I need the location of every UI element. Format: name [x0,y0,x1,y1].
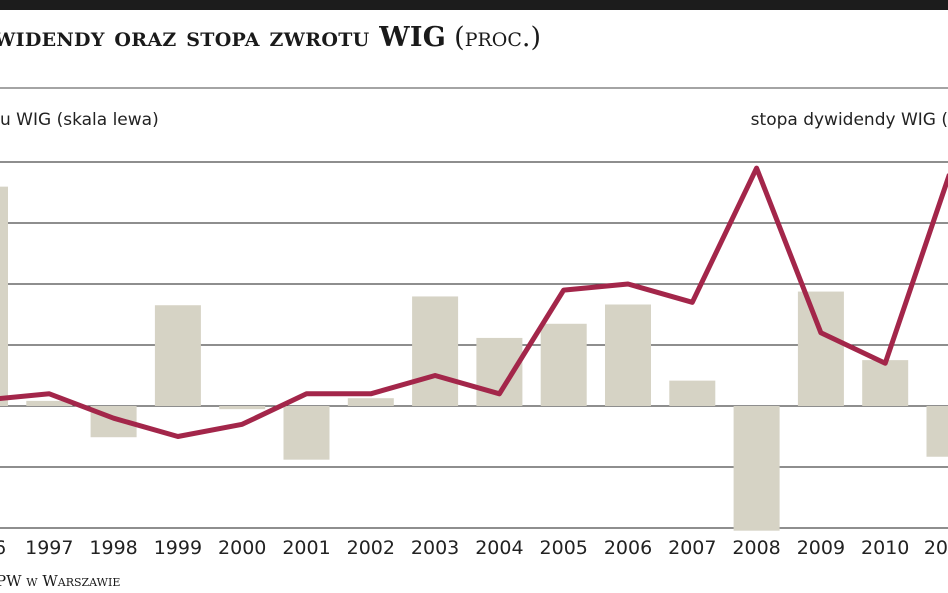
x-tick-label: 2004 [475,537,523,559]
chart-title-text: widendy oraz stopa zwrotu WIG [0,22,447,53]
x-tick-label: 20 [924,537,948,559]
line-series [0,165,948,439]
series-labels: u WIG (skala lewa) stopa dywidendy WIG ( [0,110,948,130]
bar-2009 [797,291,844,406]
x-tick-label: 2001 [282,537,330,559]
x-tick-label: 2002 [347,537,395,559]
x-tick-label: 2000 [218,537,266,559]
bar-2006 [605,304,651,406]
bar-2003 [412,296,459,406]
chart-title-unit: (proc.) [454,22,542,53]
x-tick-label: 1997 [25,537,73,559]
bar-2002 [347,398,394,406]
x-tick-label: 2009 [797,537,845,559]
series-label-left: u WIG (skala lewa) [0,110,159,130]
x-tick-label: 2010 [861,537,909,559]
x-tick-label: 2003 [411,537,459,559]
bar-1999 [154,305,201,406]
bar-1996 [0,186,8,406]
x-tick-label: 1998 [89,537,137,559]
x-axis-ticks: 6 1997 1998 1999 2000 2001 2002 2003 2004 2005 200… [0,537,948,559]
series-label-right: stopa dywidendy WIG ( [751,110,948,130]
grid-lines [0,87,948,529]
bar-2005 [540,323,587,406]
bar-1997 [26,400,73,406]
source-note: PW w Warszawie [0,572,121,590]
chart-title: widendy oraz stopa zwrotu WIG (proc.) [0,22,541,53]
x-tick-label: 6 [0,537,6,559]
bar-2007 [669,380,716,406]
bar-series [0,186,948,531]
x-tick-label: 2008 [732,537,780,559]
bar-2001 [283,406,330,460]
dividend-yield-line [0,165,948,439]
bar-2000 [219,406,266,410]
top-bar [0,0,948,10]
bar-2008 [733,406,780,531]
x-tick-label: 2005 [540,537,588,559]
bar-2010 [862,360,909,406]
bar-2011 [926,406,948,457]
x-tick-label: 2006 [604,537,652,559]
x-tick-label: 1999 [154,537,202,559]
x-tick-label: 2007 [668,537,716,559]
